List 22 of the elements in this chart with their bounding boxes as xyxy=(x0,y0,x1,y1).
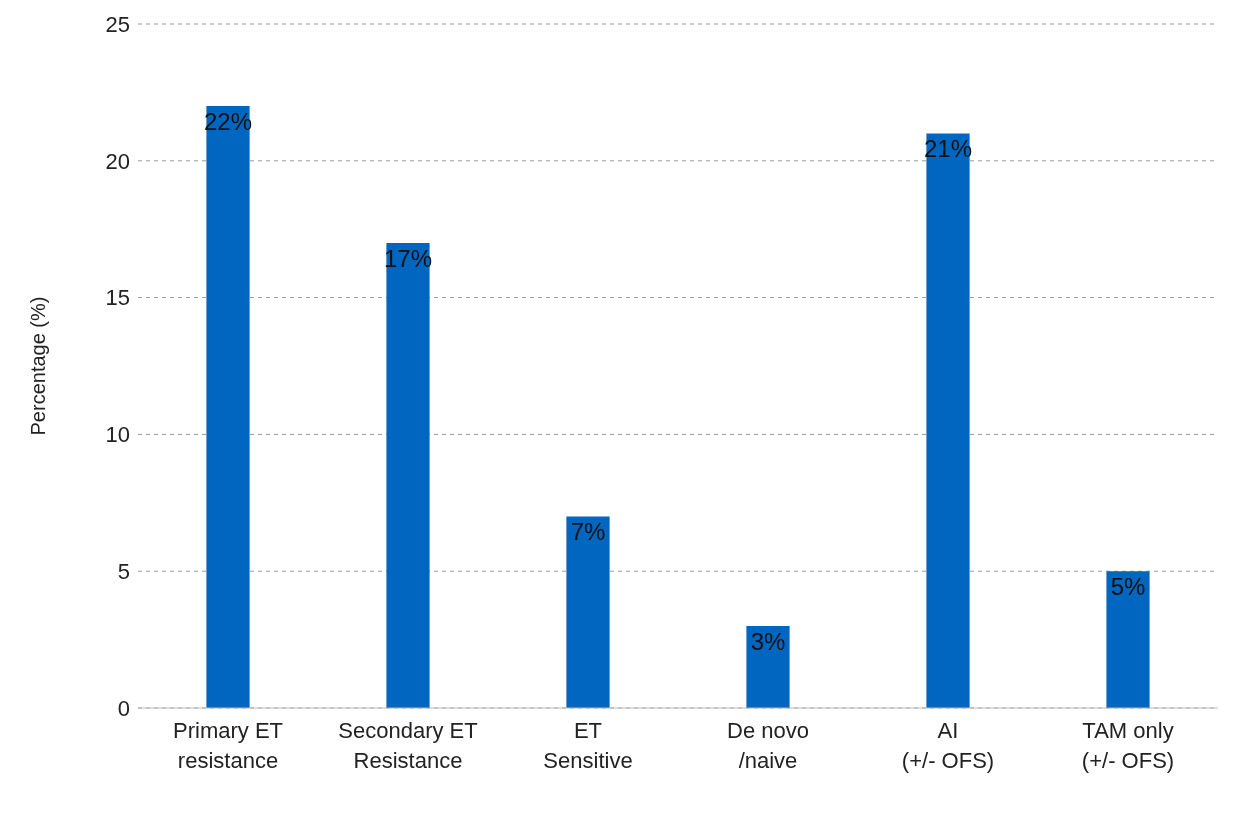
x-tick-label: ET Sensitive xyxy=(543,718,633,773)
data-label: 7% xyxy=(570,518,606,546)
y-tick-label: 20 xyxy=(105,148,130,174)
bar xyxy=(386,242,430,708)
y-tick-label: 10 xyxy=(105,422,130,448)
data-label: 5% xyxy=(1110,573,1146,601)
x-tick-label: Secondary ET Resistance xyxy=(338,718,478,773)
y-tick-label: 25 xyxy=(105,11,130,37)
x-tick-label: De novo /naive xyxy=(727,718,809,773)
x-tick-label: Primary ET resistance xyxy=(173,718,283,773)
y-tick-label: 5 xyxy=(117,559,130,585)
bar xyxy=(926,133,970,708)
data-label: 3% xyxy=(750,627,786,655)
bar xyxy=(1106,571,1150,708)
y-tick-label: 0 xyxy=(117,695,130,721)
bar xyxy=(566,516,610,708)
bar xyxy=(746,625,790,708)
x-tick-label: TAM only (+/- OFS) xyxy=(1081,718,1175,773)
bar xyxy=(206,106,250,708)
y-axis-title: Percentage (%) xyxy=(27,296,50,436)
x-tick-label: AI (+/- OFS) xyxy=(901,718,995,773)
y-tick-label: 15 xyxy=(105,285,130,311)
